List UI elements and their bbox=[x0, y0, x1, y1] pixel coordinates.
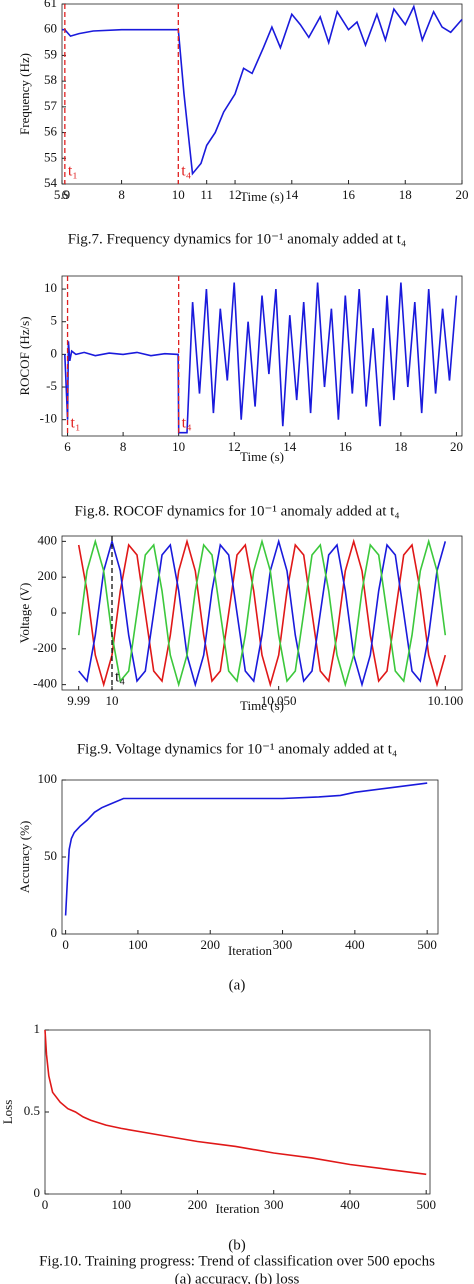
y-axis-label: Voltage (V) bbox=[17, 583, 32, 644]
y-tick-label: 200 bbox=[38, 568, 58, 583]
event-label: t₁ bbox=[71, 415, 81, 432]
x-tick-label: 12 bbox=[228, 439, 241, 454]
y-tick-label: 56 bbox=[44, 124, 58, 139]
event-label: t₁ bbox=[68, 163, 78, 180]
x-tick-label: 9.99 bbox=[67, 693, 90, 708]
y-tick-label: 1 bbox=[34, 1021, 41, 1036]
x-axis-label: Time (s) bbox=[240, 698, 284, 713]
x-tick-label: 5.9 bbox=[54, 187, 70, 202]
x-axis-label: Time (s) bbox=[240, 189, 284, 204]
y-tick-label: -200 bbox=[33, 640, 57, 655]
plot-frame bbox=[61, 779, 439, 935]
event-label: t₄ bbox=[181, 163, 191, 180]
x-tick-label: 12 bbox=[229, 187, 242, 202]
x-tick-label: 400 bbox=[340, 1197, 360, 1212]
y-tick-label: 54 bbox=[44, 175, 58, 190]
y-tick-label: 100 bbox=[38, 771, 58, 786]
plot-frame bbox=[61, 275, 463, 437]
x-tick-label: 300 bbox=[273, 937, 293, 952]
plot-frame bbox=[61, 3, 463, 185]
y-tick-label: -10 bbox=[40, 411, 57, 426]
x-tick-label: 16 bbox=[339, 439, 353, 454]
y-tick-label: 5 bbox=[51, 313, 58, 328]
x-tick-label: 16 bbox=[342, 187, 356, 202]
x-axis-label: Time (s) bbox=[240, 449, 284, 464]
x-tick-label: 20 bbox=[450, 439, 463, 454]
plot-frame bbox=[44, 1029, 431, 1195]
x-tick-label: 100 bbox=[111, 1197, 131, 1212]
y-tick-label: 0.5 bbox=[24, 1103, 40, 1118]
figure-caption: (a) accuracy, (b) loss bbox=[175, 1271, 300, 1284]
y-tick-label: 0 bbox=[51, 345, 58, 360]
y-axis-label: Frequency (Hz) bbox=[17, 53, 32, 135]
data-line bbox=[64, 782, 428, 916]
x-tick-label: 500 bbox=[416, 1197, 436, 1212]
y-tick-label: 0 bbox=[51, 925, 58, 940]
y-tick-label: 50 bbox=[44, 848, 57, 863]
caption: (b) bbox=[228, 1237, 246, 1253]
y-tick-label: 55 bbox=[44, 149, 57, 164]
x-tick-label: 11 bbox=[200, 187, 213, 202]
x-tick-label: 10 bbox=[106, 693, 119, 708]
x-axis-label: Iteration bbox=[215, 1201, 260, 1216]
y-axis-label: Accuracy (%) bbox=[17, 821, 32, 894]
x-tick-label: 8 bbox=[118, 187, 125, 202]
y-tick-label: 0 bbox=[51, 604, 58, 619]
x-tick-label: 200 bbox=[200, 937, 220, 952]
x-tick-label: 6 bbox=[62, 187, 69, 202]
x-tick-label: 10.100 bbox=[427, 693, 463, 708]
x-tick-label: 10 bbox=[172, 187, 185, 202]
y-tick-label: 61 bbox=[44, 0, 57, 10]
x-tick-label: 10 bbox=[172, 439, 185, 454]
y-tick-label: -5 bbox=[46, 378, 57, 393]
data-line bbox=[62, 4, 463, 176]
y-tick-label: 0 bbox=[34, 1185, 41, 1200]
y-tick-label: 400 bbox=[38, 532, 58, 547]
caption: Fig.9. Voltage dynamics for 10⁻¹ anomaly… bbox=[77, 741, 397, 757]
x-tick-label: 18 bbox=[399, 187, 412, 202]
data-line bbox=[77, 538, 447, 688]
caption: Fig.7. Frequency dynamics for 10⁻¹ anoma… bbox=[68, 231, 406, 247]
plot-frame bbox=[61, 535, 463, 691]
x-tick-label: 14 bbox=[283, 439, 297, 454]
x-tick-label: 20 bbox=[456, 187, 469, 202]
figure-caption: Fig.10. Training progress: Trend of clas… bbox=[39, 1253, 435, 1269]
y-tick-label: 60 bbox=[44, 21, 57, 36]
x-tick-label: 500 bbox=[417, 937, 437, 952]
x-tick-label: 0 bbox=[42, 1197, 49, 1212]
x-axis-label: Iteration bbox=[228, 943, 273, 958]
x-tick-label: 200 bbox=[188, 1197, 208, 1212]
event-label: t₄ bbox=[182, 415, 192, 432]
data-line bbox=[44, 1029, 427, 1176]
x-tick-label: 14 bbox=[285, 187, 299, 202]
y-tick-label: -400 bbox=[33, 676, 57, 691]
x-tick-label: 10.050 bbox=[261, 693, 297, 708]
x-tick-label: 100 bbox=[128, 937, 148, 952]
y-tick-label: 59 bbox=[44, 46, 57, 61]
data-line bbox=[64, 282, 458, 434]
y-tick-label: 10 bbox=[44, 280, 57, 295]
x-tick-label: 18 bbox=[394, 439, 407, 454]
x-tick-label: 300 bbox=[264, 1197, 284, 1212]
data-line bbox=[77, 538, 447, 688]
y-axis-label: Loss bbox=[0, 1100, 15, 1125]
event-label: t₄ bbox=[115, 669, 125, 686]
y-tick-label: 57 bbox=[44, 98, 58, 113]
y-tick-label: 58 bbox=[44, 72, 57, 87]
x-tick-label: 400 bbox=[345, 937, 365, 952]
x-tick-label: 0 bbox=[62, 937, 69, 952]
data-line bbox=[78, 538, 447, 688]
x-tick-label: 6 bbox=[64, 439, 71, 454]
x-tick-label: 8 bbox=[120, 439, 127, 454]
caption: Fig.8. ROCOF dynamics for 10⁻¹ anomaly a… bbox=[74, 503, 399, 519]
y-axis-label: ROCOF (Hz/s) bbox=[17, 316, 32, 395]
caption: (a) bbox=[229, 977, 246, 993]
